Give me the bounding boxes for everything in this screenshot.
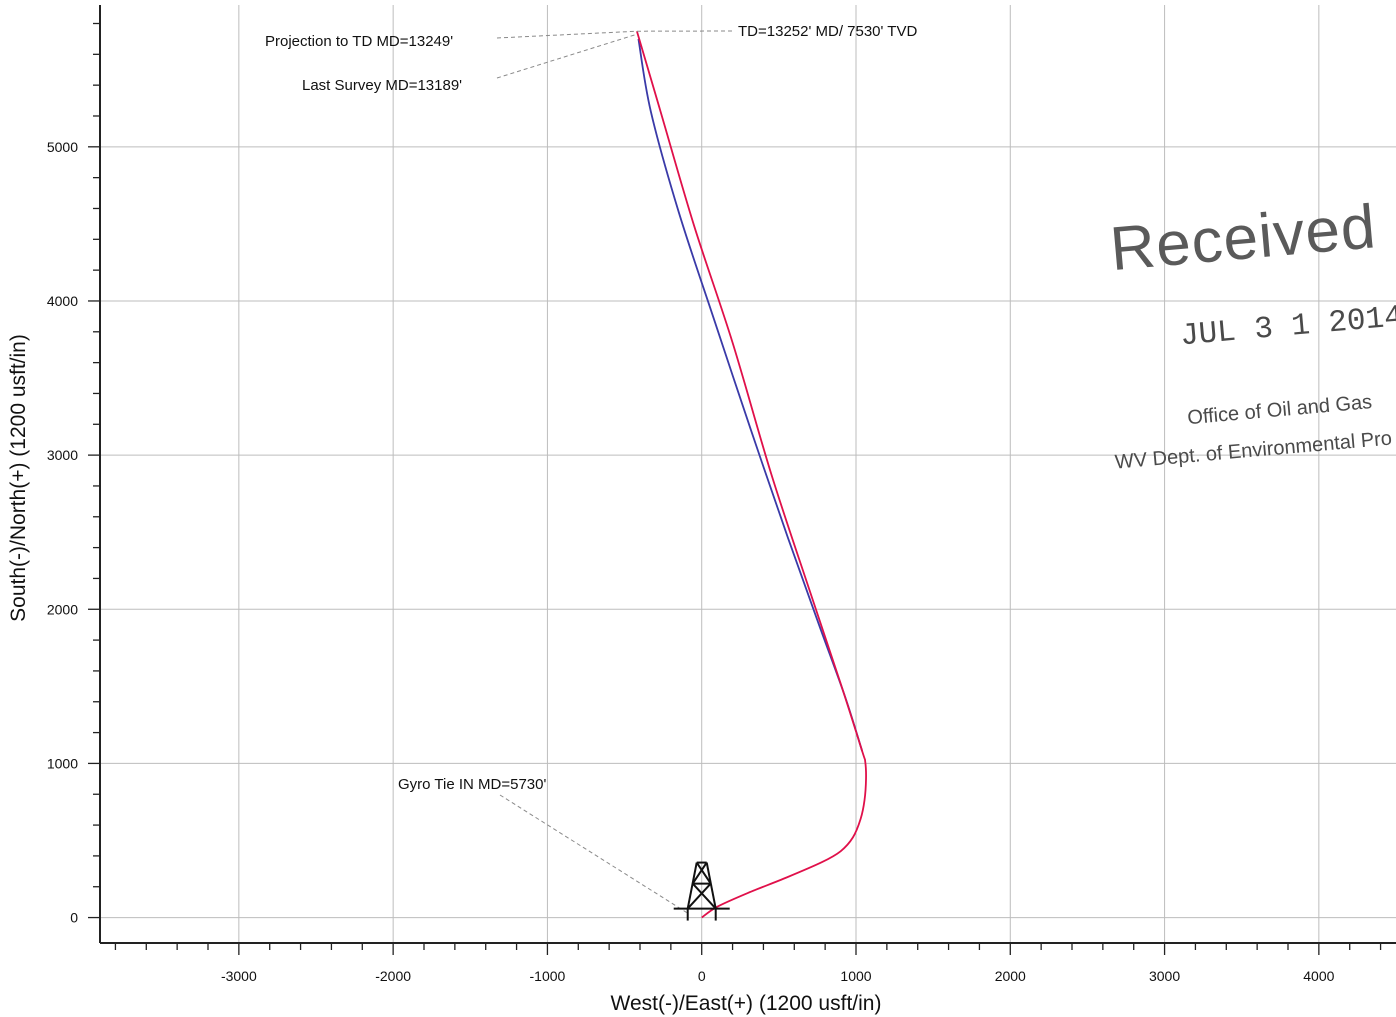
x-tick-label: 0 bbox=[698, 968, 706, 984]
rig-brace bbox=[691, 862, 708, 885]
rig-leg bbox=[705, 862, 717, 909]
annotation-leader bbox=[499, 794, 687, 913]
rig-brace bbox=[686, 882, 712, 910]
x-tick-label: 3000 bbox=[1149, 968, 1180, 984]
stamp-office-text: Office of Oil and Gas bbox=[1186, 391, 1372, 429]
y-tick-label: 3000 bbox=[47, 447, 78, 463]
x-tick-label: -2000 bbox=[375, 968, 411, 984]
x-axis-label: West(-)/East(+) (1200 usft/in) bbox=[611, 992, 882, 1015]
annotation-label: Gyro Tie IN MD=5730' bbox=[398, 776, 546, 793]
y-tick-label: 0 bbox=[70, 910, 78, 926]
x-tick-label: -3000 bbox=[221, 968, 257, 984]
drilling-rig-icon bbox=[673, 861, 730, 921]
grid-layer bbox=[100, 5, 1396, 943]
series-line bbox=[637, 38, 864, 752]
x-tick-label: -1000 bbox=[530, 968, 566, 984]
stamp-date-text: JUL 3 1 2014 bbox=[1179, 300, 1396, 354]
annotation-leader bbox=[496, 30, 637, 39]
annotation-label: TD=13252' MD/ 7530' TVD bbox=[738, 23, 917, 40]
stamp-dept-text: WV Dept. of Environmental Pro bbox=[1114, 428, 1393, 474]
annotation-label: Projection to TD MD=13249' bbox=[265, 33, 453, 50]
x-tick-label: 1000 bbox=[840, 968, 871, 984]
x-tick-label: 4000 bbox=[1303, 968, 1334, 984]
stamp-received-text: Received bbox=[1107, 192, 1378, 284]
rig-leg bbox=[686, 862, 698, 909]
axes-layer: -3000 -2000 -1000 0 1000 2000 3000 4000 0 1000 200… bbox=[47, 5, 1396, 984]
annotation-layer: Projection to TD MD=13249' TD=13252' MD/ … bbox=[265, 23, 917, 913]
y-tick-label: 5000 bbox=[47, 139, 78, 155]
rig-brace bbox=[691, 882, 717, 910]
annotation-leader bbox=[496, 33, 638, 79]
x-tick-label: 2000 bbox=[995, 968, 1026, 984]
series-layer bbox=[636, 30, 867, 919]
series-line bbox=[636, 30, 867, 919]
y-tick-label: 2000 bbox=[47, 601, 78, 617]
y-tick-label: 4000 bbox=[47, 293, 78, 309]
received-stamp: Received JUL 3 1 2014 Office of Oil and … bbox=[1107, 192, 1396, 474]
rig-brace bbox=[695, 862, 712, 885]
y-axis-label: South(-)/North(+) (1200 usft/in) bbox=[7, 334, 30, 622]
annotation-label: Last Survey MD=13189' bbox=[302, 77, 462, 94]
y-tick-label: 1000 bbox=[47, 755, 78, 771]
